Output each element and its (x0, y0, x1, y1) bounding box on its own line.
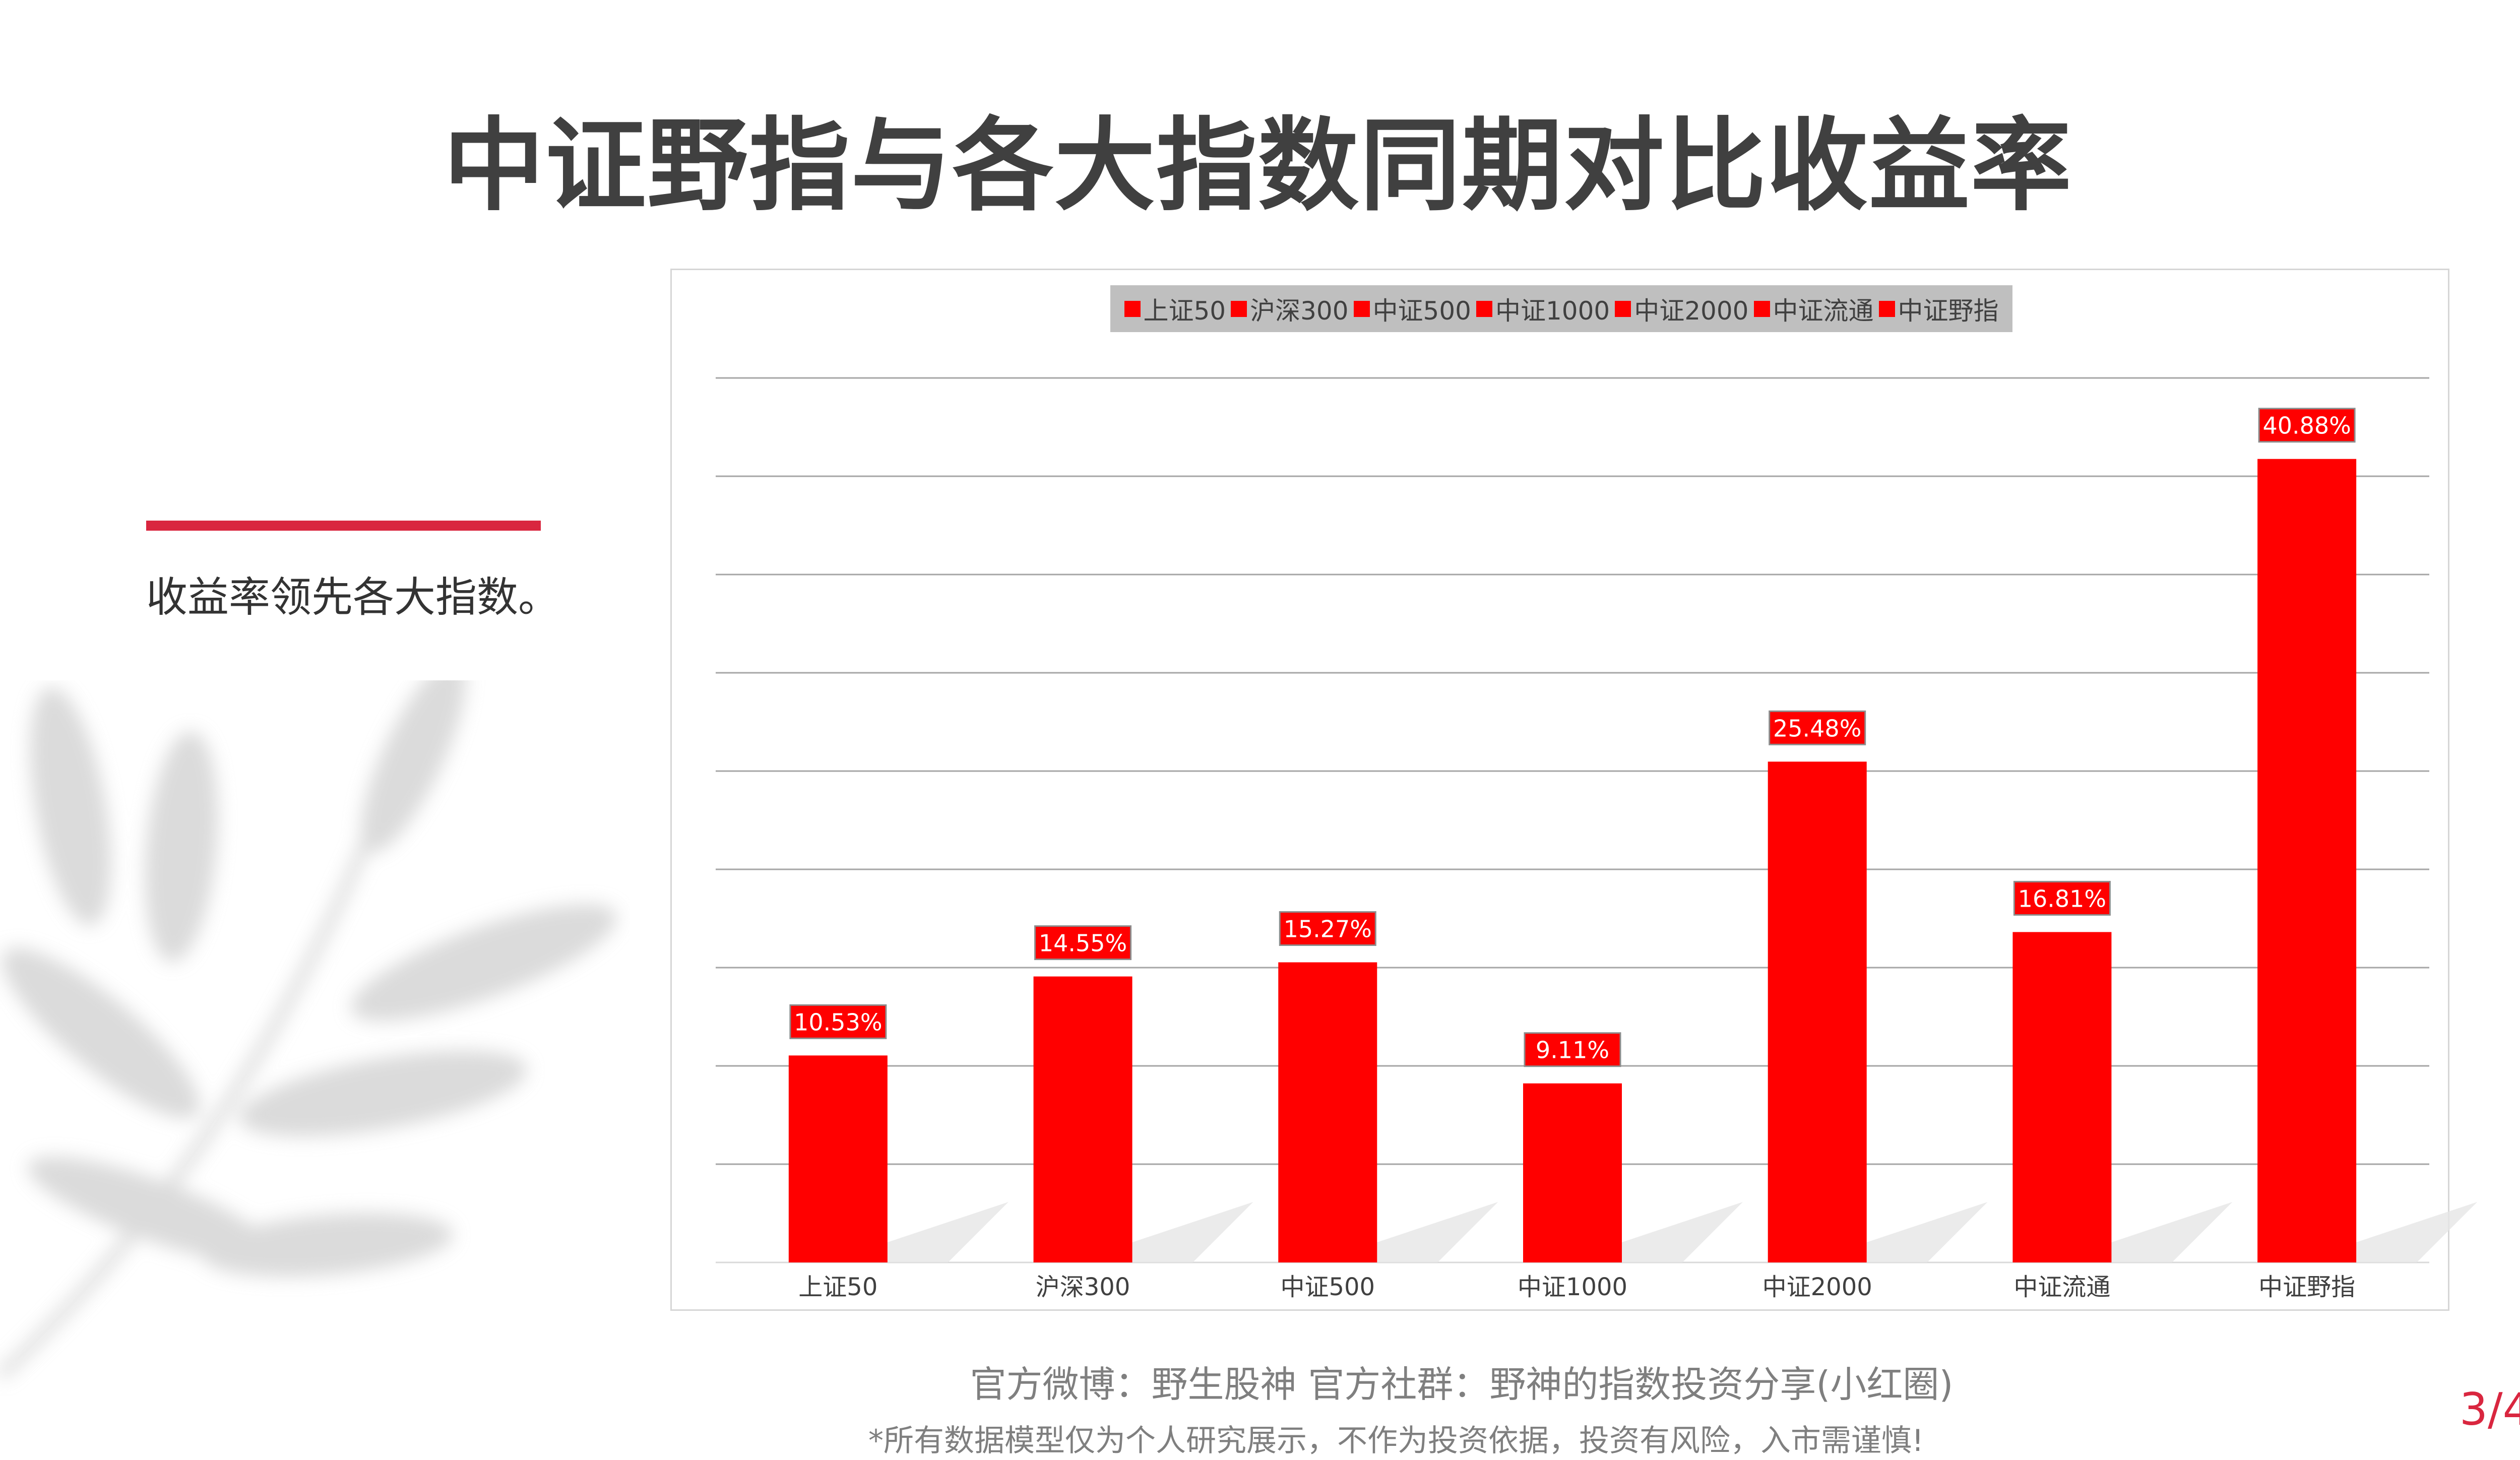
bar-shadow (2111, 1202, 2233, 1262)
bar-shadow (887, 1202, 1009, 1262)
x-tick-label: 中证2000 (1762, 1273, 1872, 1301)
bar-shadow (1866, 1202, 1988, 1262)
accent-divider (146, 521, 541, 531)
data-label-box (1034, 925, 1132, 961)
x-tick-label: 中证流通 (2013, 1273, 2110, 1301)
legend-swatch (1878, 300, 1895, 317)
x-tick-label: 中证1000 (1518, 1273, 1627, 1301)
chart-legend: 上证50 沪深300 中证500 中证1000 中证2000 中证流通 中证野指 (1110, 285, 2012, 332)
bar (1768, 761, 1867, 1262)
bar (788, 1055, 888, 1262)
bar-shadow (1377, 1202, 1498, 1262)
footer-social-text: 官方微博：野生股神 官方社群：野神的指数投资分享(小红圈) (970, 1363, 1954, 1406)
data-label: 9.11% (1536, 1037, 1609, 1064)
legend-item: 中证500 (1353, 291, 1471, 327)
legend-item: 中证流通 (1753, 291, 1874, 327)
bar (2012, 932, 2112, 1262)
bar-shadow (1622, 1202, 1743, 1262)
leaf-decoration-image (0, 680, 617, 1380)
data-label: 25.48% (1773, 715, 1861, 742)
legend-swatch (1353, 300, 1370, 317)
data-label-box (2013, 880, 2111, 916)
x-tick-label: 沪深300 (1036, 1273, 1130, 1301)
legend-label: 中证1000 (1495, 296, 1610, 326)
legend-swatch (1615, 300, 1631, 317)
legend-label: 沪深300 (1250, 296, 1349, 326)
legend-label: 上证50 (1143, 296, 1226, 326)
legend-item: 沪深300 (1231, 291, 1349, 327)
legend-label: 中证2000 (1634, 296, 1749, 326)
summary-text: 收益率领先各大指数。 (146, 574, 560, 621)
legend-item: 中证野指 (1878, 291, 1999, 327)
legend-item: 上证50 (1124, 291, 1226, 327)
page-title: 中证野指与各大指数同期对比收益率 (444, 107, 2073, 225)
data-label-box (2258, 408, 2356, 443)
data-label-box (789, 1004, 887, 1039)
data-label: 15.27% (1284, 915, 1372, 942)
footer-disclaimer: *所有数据模型仅为个人研究展示，不作为投资依据，投资有风险，入市需谨慎! (868, 1423, 1924, 1458)
page-number: 3/4 (2460, 1383, 2520, 1435)
x-tick-label: 中证500 (1280, 1273, 1375, 1301)
data-label: 10.53% (794, 1008, 882, 1036)
bar-shadow (1132, 1202, 1253, 1262)
x-tick-label: 中证野指 (2258, 1273, 2355, 1301)
legend-item: 中证2000 (1615, 291, 1749, 327)
legend-swatch (1753, 300, 1770, 317)
bar (1523, 1083, 1622, 1262)
legend-swatch (1476, 300, 1492, 317)
bar-shadow (2356, 1202, 2478, 1262)
legend-swatch (1124, 300, 1141, 317)
data-label-box (1279, 911, 1376, 946)
data-label: 14.55% (1039, 930, 1127, 957)
legend-item: 中证1000 (1476, 291, 1610, 327)
legend-label: 中证500 (1372, 296, 1471, 326)
legend-label: 中证野指 (1898, 296, 1999, 326)
data-label: 40.88% (2262, 412, 2351, 439)
legend-swatch (1231, 300, 1247, 317)
legend-label: 中证流通 (1773, 296, 1874, 326)
bar (2257, 459, 2357, 1263)
x-tick-label: 上证50 (798, 1273, 877, 1301)
bar (1278, 962, 1377, 1262)
data-label-box (1769, 710, 1866, 745)
data-label-box (1524, 1032, 1621, 1067)
bar (1033, 976, 1132, 1262)
data-label: 16.81% (2018, 885, 2106, 912)
